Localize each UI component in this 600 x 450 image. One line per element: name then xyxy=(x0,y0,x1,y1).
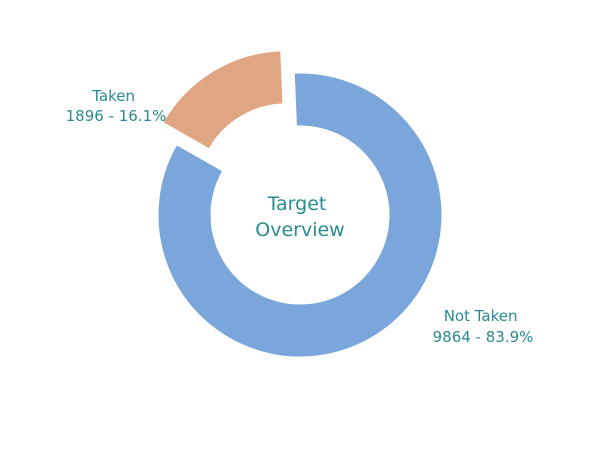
slice-label-taken-detail: 1896 - 16.1% xyxy=(66,107,167,125)
donut-slices xyxy=(157,50,443,358)
slice-not-taken xyxy=(157,72,443,358)
chart-title-line-1: Target xyxy=(267,193,327,215)
slice-label-not-taken: Not Taken 9864 - 83.9% xyxy=(433,307,534,346)
slice-taken xyxy=(162,50,284,150)
chart-title: Target Overview xyxy=(255,193,344,241)
slice-label-not-taken-detail: 9864 - 83.9% xyxy=(433,328,534,346)
slice-label-taken-name: Taken xyxy=(91,87,135,105)
slice-label-taken: Taken 1896 - 16.1% xyxy=(66,87,167,125)
chart-title-line-2: Overview xyxy=(255,219,344,241)
slice-label-not-taken-name: Not Taken xyxy=(444,307,518,325)
